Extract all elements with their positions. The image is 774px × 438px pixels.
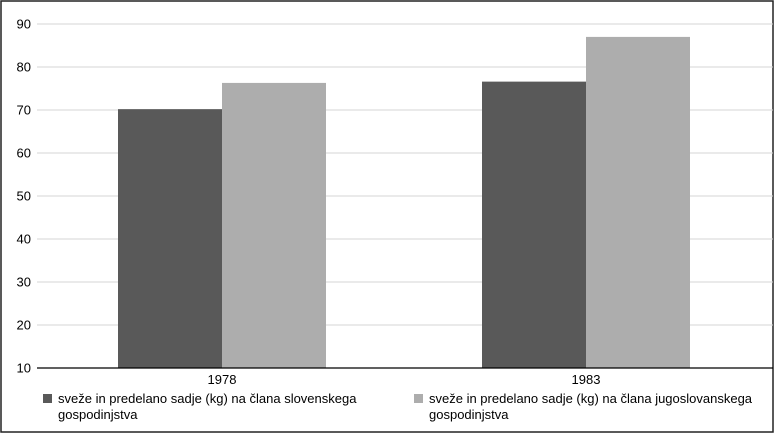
legend-swatch-2 [414, 394, 423, 403]
y-tick-label: 50 [17, 189, 31, 204]
y-tick-label: 80 [17, 60, 31, 75]
legend-label-2: sveže in predelano sadje (kg) na člana j… [429, 391, 753, 406]
y-axis-tick-labels: 10 20 30 40 50 60 70 80 90 [17, 17, 31, 376]
y-tick-label: 70 [17, 103, 31, 118]
y-tick-label: 30 [17, 275, 31, 290]
legend-label-2: gospodinjstva [429, 407, 509, 422]
legend-label-1: gospodinjstva [58, 407, 138, 422]
bars [118, 36, 690, 369]
x-axis-category-labels: 1978 1983 [208, 372, 601, 387]
bar-2-1983 [586, 36, 690, 369]
legend: sveže in predelano sadje (kg) na člana s… [43, 391, 753, 422]
x-category-label: 1978 [208, 372, 237, 387]
y-tick-label: 90 [17, 17, 31, 32]
bar-1-1978 [118, 109, 222, 368]
y-tick-label: 40 [17, 232, 31, 247]
bar-1-1983 [482, 81, 586, 369]
x-category-label: 1983 [572, 372, 601, 387]
legend-label-1: sveže in predelano sadje (kg) na člana s… [58, 391, 357, 406]
y-tick-label: 20 [17, 318, 31, 333]
y-tick-label: 60 [17, 146, 31, 161]
bar-2-1978 [222, 82, 326, 368]
y-tick-label: 10 [17, 361, 31, 376]
legend-swatch-1 [43, 394, 52, 403]
